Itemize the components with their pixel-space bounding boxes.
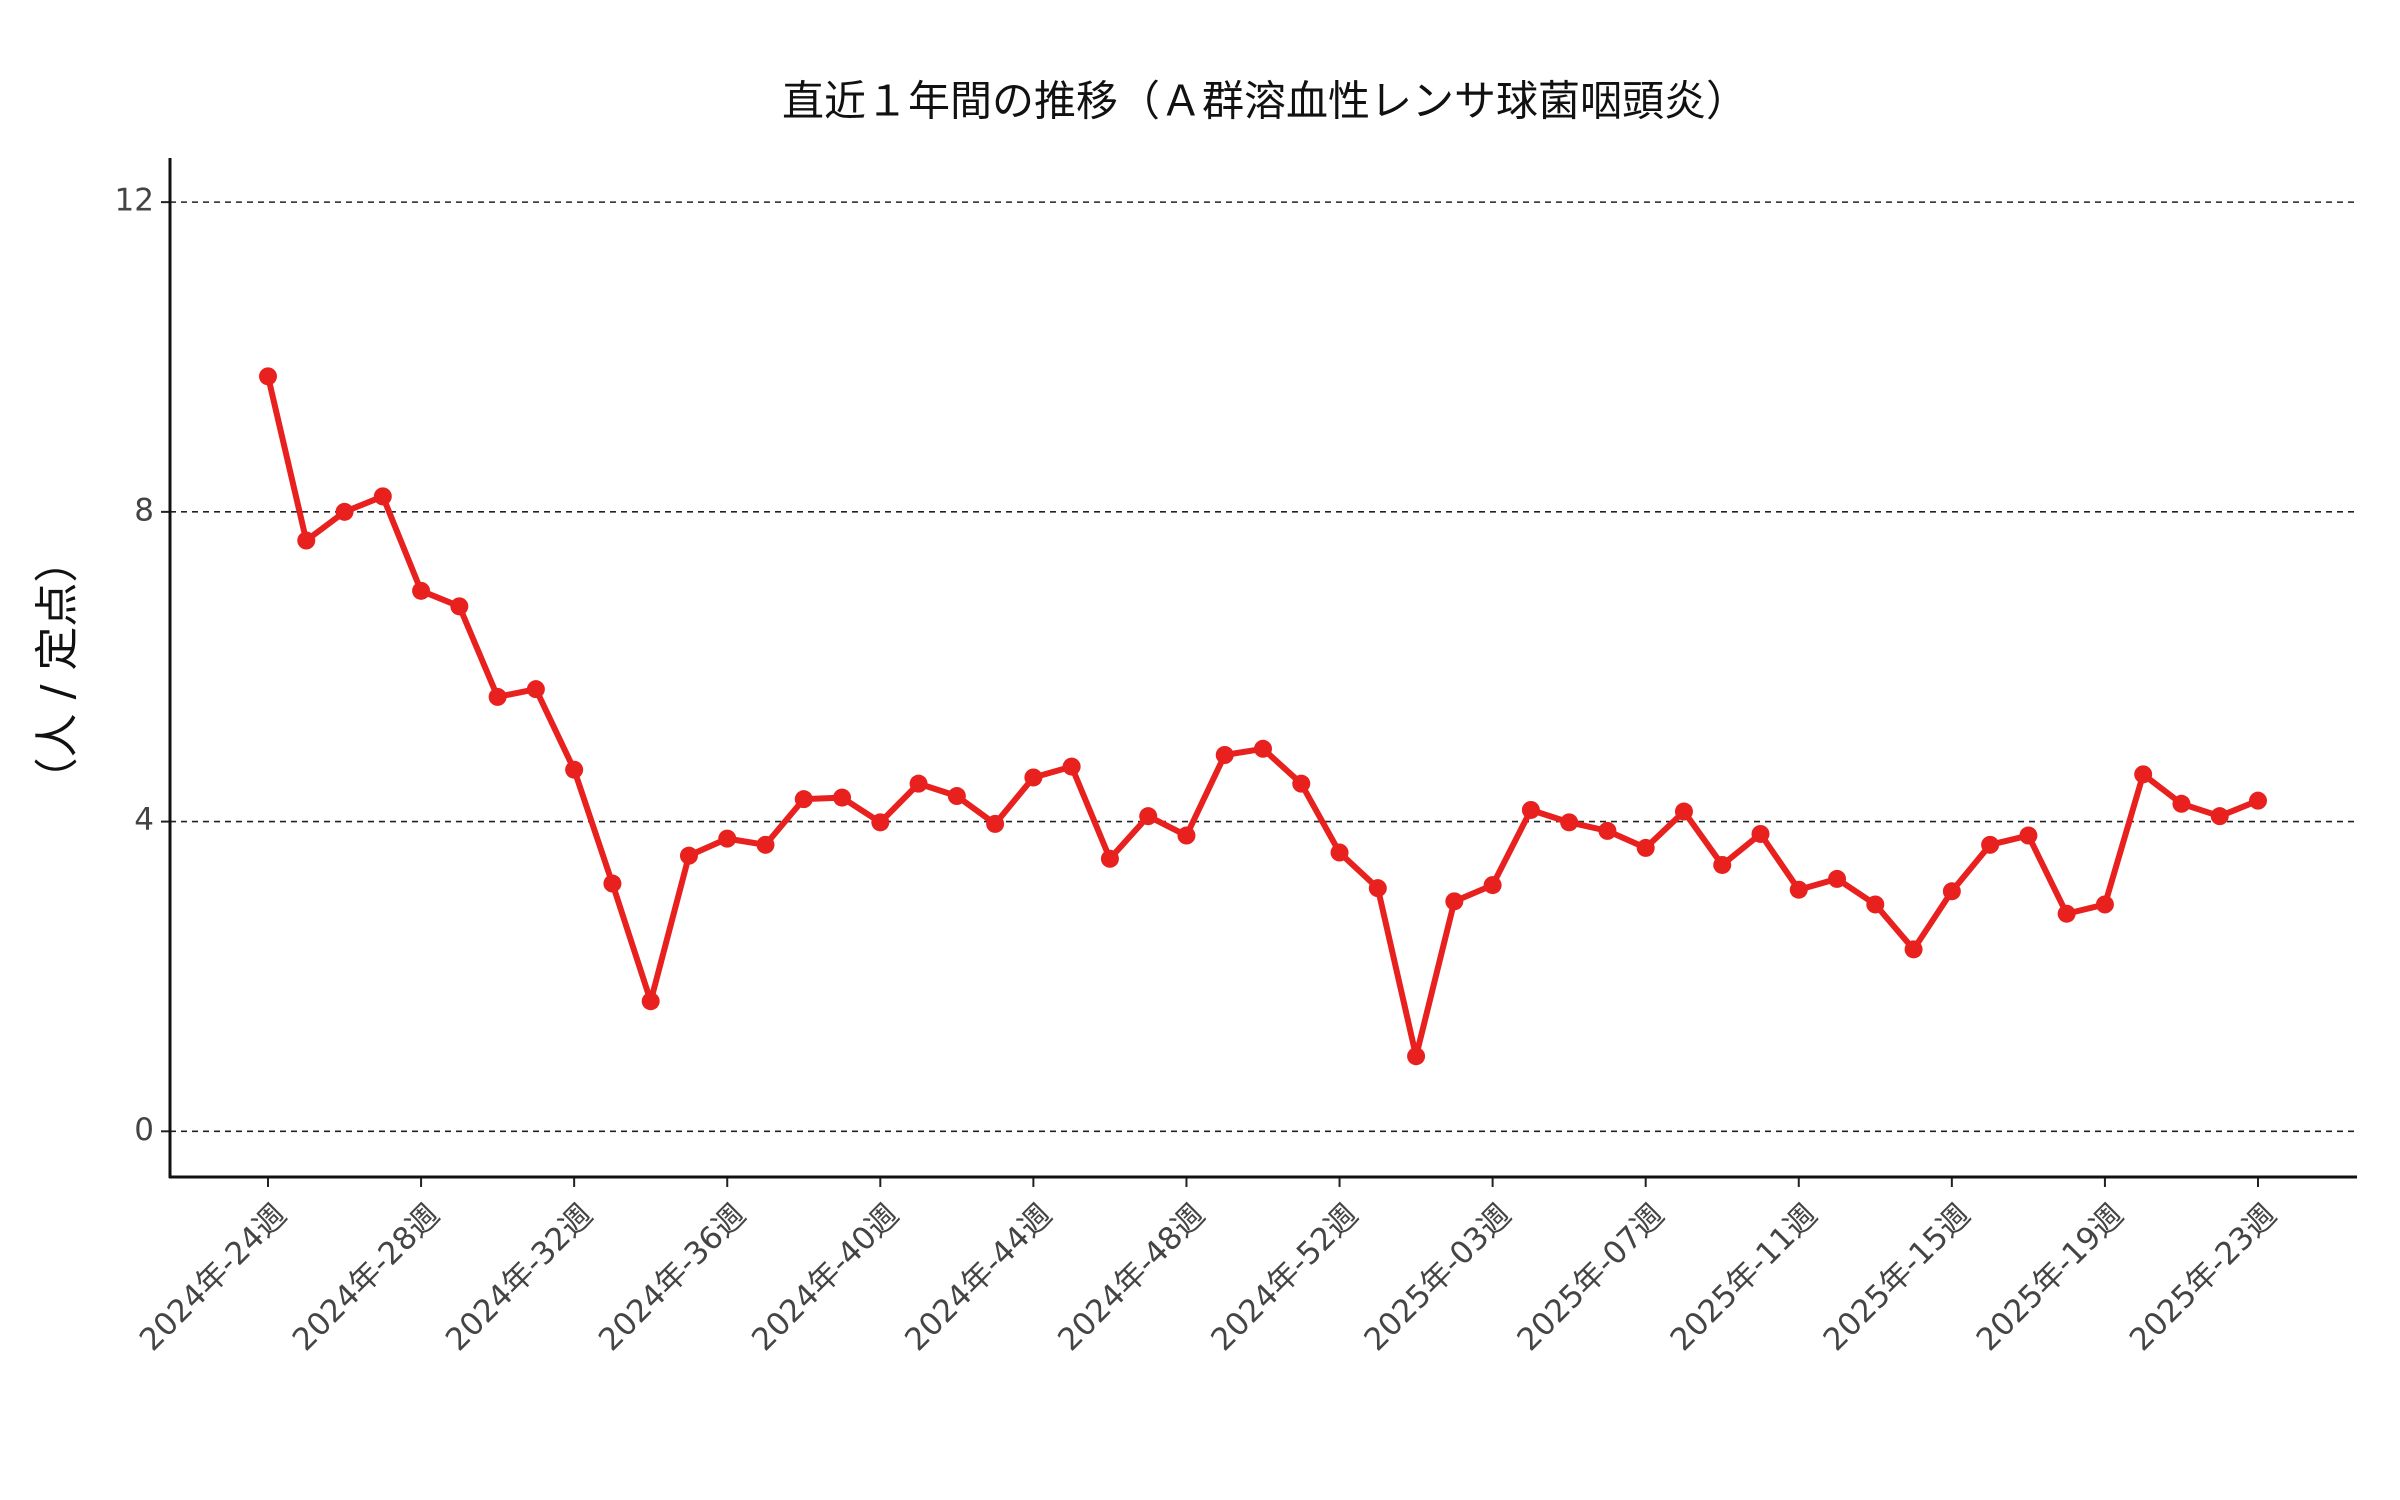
data-point	[488, 687, 507, 706]
data-point	[373, 487, 392, 506]
data-point	[1560, 813, 1579, 832]
data-point	[986, 814, 1005, 833]
y-axis-label: （人 / 定点）	[32, 539, 83, 802]
x-tick-label: 2024年-40週	[745, 1197, 906, 1358]
y-tick-label: 8	[134, 492, 154, 528]
data-point	[1254, 739, 1272, 758]
x-tick-label: 2024年-24週	[133, 1197, 294, 1358]
x-tick-label: 2025年-03週	[1357, 1197, 1518, 1358]
data-point	[1674, 802, 1693, 821]
data-point	[1981, 835, 2000, 854]
data-point	[756, 835, 775, 854]
data-point	[1024, 768, 1043, 787]
y-tick-label: 12	[115, 183, 154, 219]
x-tick-label: 2024年-32週	[439, 1197, 600, 1358]
data-point	[2095, 895, 2114, 914]
data-point	[2019, 826, 2038, 845]
data-point	[2057, 904, 2076, 923]
data-point	[297, 531, 316, 550]
data-point	[1636, 838, 1655, 857]
series-line	[265, 375, 2260, 1060]
chart-title: 直近１年間の推移（Ａ群溶血性レンサ球菌咽頭炎）	[782, 77, 1748, 126]
data-point	[1062, 757, 1081, 776]
data-point	[2210, 807, 2229, 826]
data-point	[1215, 745, 1234, 764]
data-point	[1445, 892, 1464, 911]
data-point	[526, 680, 545, 699]
data-point	[2134, 765, 2153, 784]
data-point	[1828, 869, 1847, 888]
data-point	[1139, 807, 1158, 826]
x-tick-label: 2024年-48週	[1051, 1197, 1212, 1358]
data-point	[1751, 824, 1770, 843]
data-point	[412, 581, 431, 600]
x-tick-label: 2024年-52週	[1204, 1197, 1365, 1358]
x-tick-label: 2025年-23週	[2123, 1197, 2284, 1358]
x-tick-label: 2024年-36週	[592, 1197, 753, 1358]
data-point	[2249, 791, 2267, 810]
data-point	[679, 846, 698, 865]
data-point	[1942, 882, 1961, 901]
x-tick-label: 2024年-44週	[898, 1197, 1059, 1358]
data-point	[794, 790, 813, 809]
x-tick-label: 2025年-15週	[1817, 1197, 1978, 1358]
data-point	[641, 992, 660, 1011]
data-point	[909, 774, 928, 793]
data-point	[1866, 895, 1885, 914]
y-tick-label: 4	[134, 802, 154, 838]
data-point	[1100, 849, 1119, 868]
data-point	[718, 829, 737, 848]
data-point	[1292, 774, 1311, 793]
data-point	[1177, 826, 1196, 845]
data-point	[1789, 880, 1808, 899]
data-point	[1713, 855, 1732, 874]
data-point	[1368, 879, 1387, 898]
data-point	[1521, 800, 1540, 819]
x-tick-label: 2024年-28週	[286, 1197, 447, 1358]
y-tick-label: 0	[134, 1112, 154, 1148]
data-point	[1483, 876, 1502, 895]
x-tick-label: 2025年-19週	[1970, 1197, 2131, 1358]
data-point	[335, 502, 354, 521]
data-point	[450, 597, 469, 616]
data-point	[871, 813, 890, 832]
data-point	[565, 760, 584, 779]
data-point	[259, 367, 277, 386]
x-tick-label: 2025年-07週	[1510, 1197, 1671, 1358]
data-point	[1407, 1047, 1426, 1066]
data-point	[2172, 794, 2191, 813]
data-point	[947, 787, 966, 806]
data-point	[833, 788, 852, 807]
x-tick-label: 2025年-11週	[1664, 1197, 1825, 1358]
data-point	[1330, 843, 1349, 862]
data-point	[1598, 821, 1617, 840]
data-point	[603, 874, 622, 893]
data-point	[1904, 940, 1923, 959]
